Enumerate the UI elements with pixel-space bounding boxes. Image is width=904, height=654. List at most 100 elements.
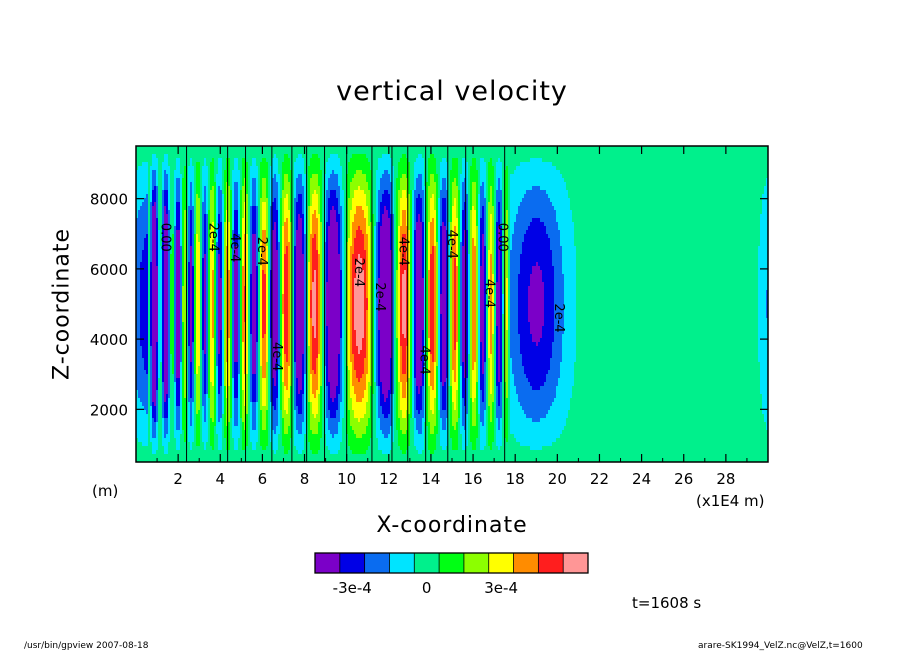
field-cell (524, 146, 527, 163)
field-cell (178, 230, 181, 379)
field-cell (458, 418, 461, 462)
contour-label: 2e-4 (351, 258, 366, 287)
field-cell (398, 418, 401, 447)
field-cell (482, 402, 485, 427)
field-cell (162, 382, 165, 419)
field-cell (236, 362, 239, 399)
field-cell (572, 222, 575, 387)
field-cell (202, 146, 205, 167)
field-cell (484, 146, 487, 163)
field-cell (710, 146, 713, 462)
field-cell (528, 146, 531, 163)
field-cell (310, 158, 313, 179)
field-cell (328, 382, 331, 411)
y-axis-unit: (m) (92, 482, 119, 500)
field-cell (266, 362, 269, 411)
field-cell (400, 158, 403, 179)
field-cell (150, 406, 153, 443)
field-cell (136, 146, 139, 171)
field-cell (262, 158, 265, 179)
field-cell (516, 146, 519, 167)
field-cell (592, 146, 595, 462)
field-cell (398, 146, 401, 163)
field-cell (248, 146, 251, 462)
field-cell (194, 146, 197, 235)
field-cell (352, 198, 355, 223)
field-cell (332, 170, 335, 191)
field-cell (432, 390, 435, 415)
field-cell (402, 146, 405, 155)
field-cell (212, 338, 215, 387)
field-cell (736, 146, 739, 462)
field-cell (320, 386, 323, 439)
field-cell (288, 398, 291, 427)
field-cell (210, 162, 213, 191)
field-cell (164, 190, 167, 207)
field-cell (502, 314, 505, 462)
field-cell (454, 410, 457, 431)
colorbar: -3e-4 0 3e-4 (314, 552, 589, 597)
field-cell (562, 274, 565, 335)
field-cell (400, 226, 403, 263)
field-cell (338, 354, 341, 395)
field-cell (440, 314, 443, 383)
field-cell (296, 230, 299, 379)
field-cell (378, 386, 381, 419)
field-cell (262, 450, 265, 462)
field-cell (330, 174, 333, 191)
field-cell (334, 154, 337, 175)
field-cell (274, 198, 277, 223)
field-cell (316, 358, 319, 391)
field-cell (474, 426, 477, 451)
field-cell (478, 414, 481, 462)
field-cell (218, 354, 221, 395)
field-cell (400, 430, 403, 451)
field-cell (254, 430, 257, 451)
field-cell (538, 342, 541, 391)
field-cell (498, 178, 501, 203)
field-cell (382, 214, 385, 395)
field-cell (358, 254, 361, 355)
field-cell (672, 146, 675, 462)
field-cell (466, 162, 469, 195)
field-cell (252, 206, 255, 235)
field-cell (272, 378, 275, 407)
field-cell (230, 418, 233, 462)
field-cell (432, 218, 435, 247)
field-cell (462, 210, 465, 247)
field-cell (238, 170, 241, 235)
field-cell (190, 182, 193, 211)
field-cell (484, 362, 487, 411)
field-cell (430, 154, 433, 175)
field-cell (404, 398, 407, 419)
field-cell (250, 442, 253, 462)
field-cell (510, 434, 513, 462)
field-cell (442, 146, 445, 159)
field-cell (308, 262, 311, 347)
field-cell (480, 218, 483, 267)
x-tick-label: 18 (506, 470, 525, 488)
field-cell (496, 386, 499, 419)
field-cell (384, 146, 387, 155)
field-cell (232, 170, 235, 231)
field-cell (582, 146, 585, 462)
field-cell (162, 190, 165, 227)
field-cell (362, 174, 365, 191)
field-cell (218, 450, 221, 462)
field-cell (496, 326, 499, 387)
field-cell (356, 418, 359, 439)
field-cell (348, 446, 351, 462)
field-cell (598, 146, 601, 462)
field-cell (352, 410, 355, 431)
field-cell (434, 182, 437, 211)
field-cell (664, 146, 667, 462)
field-cell (382, 174, 385, 195)
field-cell (212, 450, 215, 462)
field-cell (760, 146, 763, 215)
field-cell (428, 450, 431, 462)
field-cell (286, 146, 289, 155)
field-cell (498, 226, 501, 383)
field-cell (284, 222, 287, 255)
field-cell (220, 222, 223, 279)
